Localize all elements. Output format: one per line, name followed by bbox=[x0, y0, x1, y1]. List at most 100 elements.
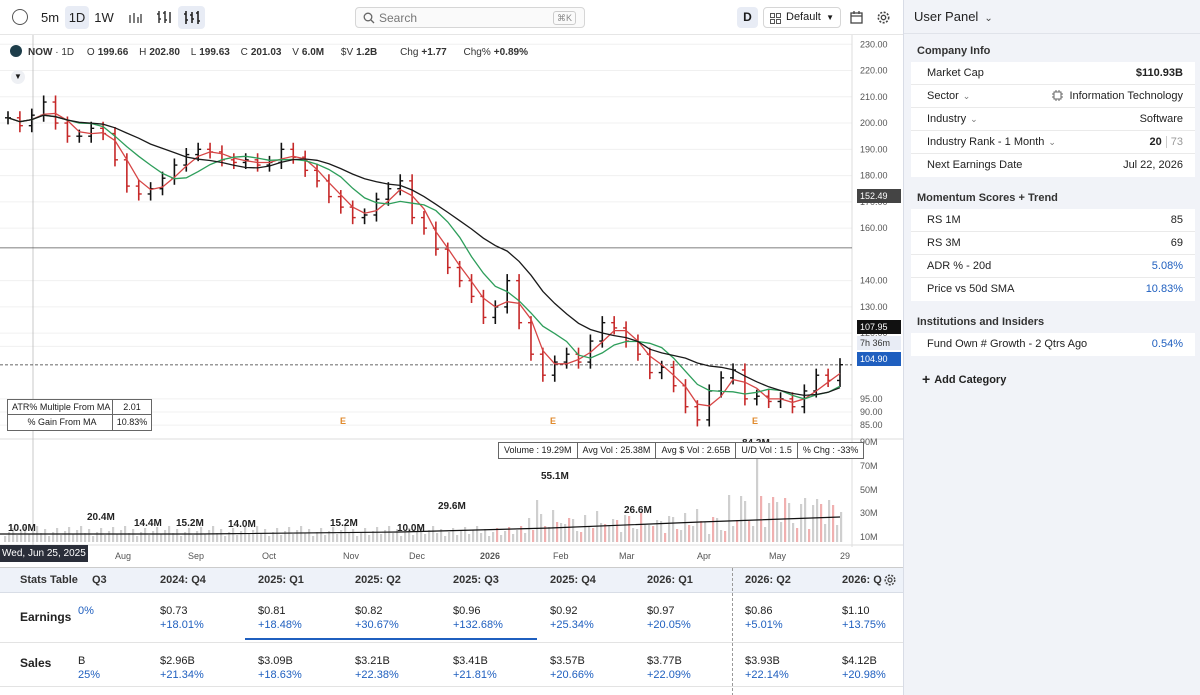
gain-from-ma-value: 10.83% bbox=[116, 417, 148, 427]
user-panel-title[interactable]: User Panel ⌄ bbox=[914, 9, 993, 24]
volume-axis-tick: 70M bbox=[860, 461, 878, 471]
sector-row[interactable]: Sector ⌄ Information Technology bbox=[911, 85, 1195, 108]
volume-bar bbox=[368, 535, 371, 542]
volume-bar bbox=[444, 536, 447, 542]
volume-bar bbox=[472, 530, 475, 542]
gear-icon[interactable] bbox=[877, 11, 890, 24]
volume-bar bbox=[176, 529, 179, 542]
earnings-growth: +18.01% bbox=[160, 619, 204, 631]
volume-bar bbox=[380, 534, 383, 542]
timeframe-1d-button[interactable]: 1D bbox=[65, 6, 89, 29]
volume-peak-label: 55.1M bbox=[541, 471, 569, 482]
up-down-volume-stat: U/D Vol : 1.5 bbox=[736, 443, 798, 458]
earnings-value: $0.97 bbox=[647, 605, 675, 617]
price-axis-tick: 200.00 bbox=[860, 118, 888, 128]
add-category-button[interactable]: + Add Category bbox=[922, 371, 1007, 387]
volume-bar bbox=[796, 528, 799, 542]
earnings-cell: $0.92 +25.34% bbox=[550, 604, 594, 632]
industry-rank-row[interactable]: Industry Rank - 1 Month ⌄ 20 73 bbox=[911, 131, 1195, 154]
volume-bar bbox=[836, 525, 839, 542]
volume-bar bbox=[388, 526, 391, 542]
earnings-row-label: Earnings bbox=[20, 610, 72, 624]
volume-bar bbox=[32, 530, 35, 542]
chart-canvas[interactable]: 230.00220.00210.00200.00190.00180.00170.… bbox=[0, 35, 903, 567]
timeframe-5m-button[interactable]: 5m bbox=[40, 10, 60, 25]
volume-bar bbox=[40, 533, 43, 542]
volume-bar bbox=[184, 532, 187, 542]
volume-bar bbox=[416, 531, 419, 542]
volume-bar bbox=[700, 521, 703, 542]
legend-chg-label: Chg bbox=[400, 47, 419, 58]
market-cap-value: $110.93B bbox=[1135, 67, 1183, 79]
volume-bar bbox=[620, 532, 623, 542]
market-cap-label: Market Cap bbox=[927, 67, 984, 79]
volume-bar bbox=[828, 500, 831, 542]
symbol-logo-icon bbox=[10, 45, 22, 57]
time-axis-tick: Mar bbox=[619, 551, 635, 561]
atr-multiple-label: ATR% Multiple From MA bbox=[8, 400, 113, 414]
stats-settings-gear-icon[interactable] bbox=[884, 574, 896, 586]
volume-bar bbox=[552, 510, 555, 542]
sales-cell: $3.93B +22.14% bbox=[745, 654, 789, 682]
time-axis-tick: Nov bbox=[343, 551, 360, 561]
volume-bar bbox=[672, 517, 675, 542]
layout-grid-icon bbox=[770, 13, 781, 24]
next-earnings-row: Next Earnings Date Jul 22, 2026 bbox=[911, 154, 1195, 177]
sales-growth: 25% bbox=[78, 669, 101, 681]
volume-bar bbox=[8, 532, 11, 542]
volume-bar bbox=[816, 499, 819, 542]
volume-bar bbox=[576, 531, 579, 542]
volume-bar bbox=[332, 527, 335, 542]
industry-rank-label[interactable]: Industry Rank - 1 Month ⌄ bbox=[927, 136, 1056, 148]
industry-row[interactable]: Industry ⌄ Software bbox=[911, 108, 1195, 131]
volume-bar bbox=[452, 528, 455, 542]
price-chart[interactable]: 230.00220.00210.00200.00190.00180.00170.… bbox=[0, 35, 903, 567]
volume-bar bbox=[396, 529, 399, 542]
volume-bar bbox=[768, 503, 771, 542]
sales-value: $3.77B bbox=[647, 655, 682, 667]
volume-bar bbox=[56, 528, 59, 542]
volume-bar bbox=[376, 527, 379, 542]
price-axis-tick: 160.00 bbox=[860, 223, 888, 233]
calendar-icon[interactable] bbox=[850, 11, 863, 24]
volume-bar bbox=[188, 528, 191, 542]
adr-value: 5.08% bbox=[1151, 260, 1183, 272]
volume-bar bbox=[728, 495, 731, 542]
volume-bar bbox=[228, 532, 231, 542]
earnings-value: $0.82 bbox=[355, 605, 383, 617]
d-button[interactable]: D bbox=[737, 7, 758, 28]
earnings-value: $0.81 bbox=[258, 605, 286, 617]
volume-bar bbox=[752, 526, 755, 542]
volume-bar bbox=[104, 535, 107, 542]
industry-label[interactable]: Industry ⌄ bbox=[927, 113, 978, 125]
volume-peak-label: 15.2M bbox=[176, 518, 204, 529]
bar-chart-type-icon[interactable] bbox=[128, 11, 142, 23]
volume-bar bbox=[556, 522, 559, 542]
volume-bar bbox=[732, 526, 735, 542]
candle-chart-type-icon[interactable] bbox=[156, 10, 172, 24]
search-input[interactable]: Search ⌘K bbox=[355, 7, 585, 28]
volume-bar bbox=[748, 521, 751, 542]
plus-icon: + bbox=[922, 371, 931, 387]
volume-bar bbox=[172, 533, 175, 542]
volume-bar bbox=[240, 531, 243, 542]
timeframe-1w-button[interactable]: 1W bbox=[94, 10, 114, 25]
volume-bar bbox=[100, 528, 103, 542]
volume-axis-tick: 50M bbox=[860, 485, 878, 495]
ohlc-chart-type-icon[interactable] bbox=[178, 6, 205, 29]
time-axis-tick: 29 bbox=[840, 551, 850, 561]
avg-volume-stat: Avg Vol : 25.38M bbox=[578, 443, 657, 458]
volume-bar bbox=[272, 532, 275, 542]
clock-icon[interactable] bbox=[12, 9, 28, 25]
last-price-tag: 107.95 bbox=[857, 320, 901, 334]
layout-select[interactable]: Default ▼ bbox=[763, 7, 841, 28]
collapse-legend-icon[interactable]: ▼ bbox=[11, 70, 25, 84]
earnings-cell: $0.86 +5.01% bbox=[745, 604, 783, 632]
volume-bar bbox=[120, 530, 123, 542]
rs-1m-label: RS 1M bbox=[927, 214, 961, 226]
volume-bar bbox=[192, 535, 195, 542]
sector-label[interactable]: Sector ⌄ bbox=[927, 90, 971, 102]
volume-bar bbox=[684, 513, 687, 542]
legend-dollar-volume-label: $V bbox=[340, 47, 354, 58]
volume-bar bbox=[364, 528, 367, 542]
